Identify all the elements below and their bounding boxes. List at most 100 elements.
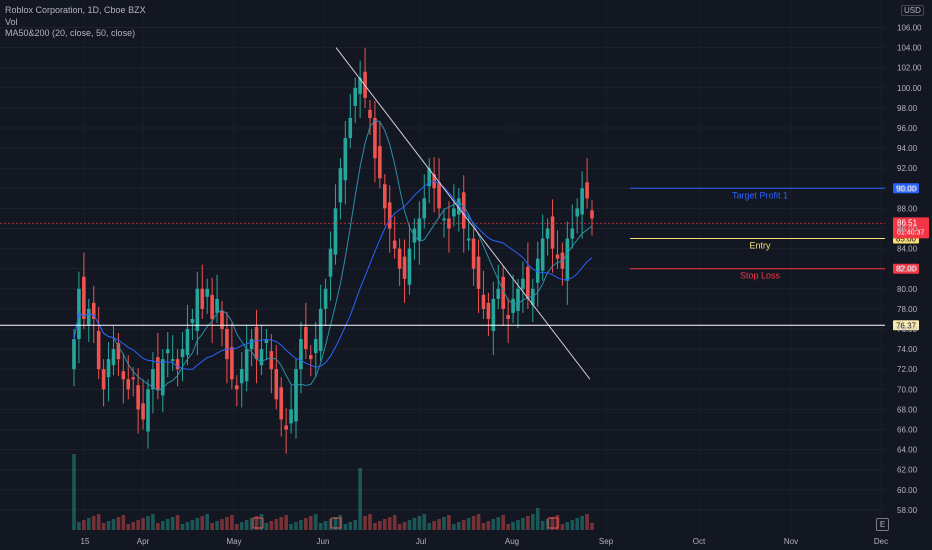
moving-averages xyxy=(73,119,593,392)
symbol-title: Roblox Corporation, 1D, Cboe BZX xyxy=(5,5,146,15)
candle-body xyxy=(106,359,111,378)
volume-bar xyxy=(200,516,205,530)
volume-bar xyxy=(432,521,436,530)
candle-body xyxy=(239,369,244,384)
candle-body xyxy=(348,117,353,139)
volume-bar xyxy=(521,518,525,530)
volume-bar xyxy=(387,517,392,530)
volume-bar xyxy=(77,522,81,530)
events-icon[interactable]: E xyxy=(876,518,889,531)
volume-bar xyxy=(442,517,446,530)
ma-indicator-label: MA50&200 (20, close, 50, close) xyxy=(5,28,136,38)
volume-bar xyxy=(526,516,530,530)
volume-bar xyxy=(151,514,155,530)
candle-body xyxy=(491,298,496,332)
volume-bar xyxy=(447,515,451,530)
earnings-marker xyxy=(547,517,559,529)
earnings-marker xyxy=(330,517,342,529)
grid xyxy=(0,27,885,511)
y-tick-label: 104.00 xyxy=(897,44,922,53)
x-tick-label: Nov xyxy=(784,537,798,546)
volume-bar xyxy=(289,524,293,530)
x-tick-label: May xyxy=(226,537,241,546)
candle-body xyxy=(180,349,185,358)
candle-body xyxy=(353,87,357,106)
y-tick-label: 88.00 xyxy=(897,204,918,213)
volume-bar xyxy=(422,514,427,530)
volume-bar xyxy=(540,521,545,530)
x-tick-label: 15 xyxy=(81,537,90,546)
volume-bar xyxy=(146,516,150,530)
candle-body xyxy=(501,276,505,309)
y-tick-label: 76.00 xyxy=(897,325,918,334)
candle-body xyxy=(279,387,283,420)
y-tick-label: 98.00 xyxy=(897,104,918,113)
volume-bar xyxy=(294,522,298,530)
volume-bar xyxy=(96,514,101,530)
candle-body xyxy=(358,77,362,94)
y-tick-label: 106.00 xyxy=(897,24,922,33)
volume-bar xyxy=(353,520,357,530)
volume-bar xyxy=(486,521,491,530)
candle-body xyxy=(220,310,224,329)
x-tick-label: Jul xyxy=(416,537,426,546)
y-tick-label: 66.00 xyxy=(897,426,918,435)
candle-body xyxy=(397,248,402,269)
level-badge xyxy=(893,183,919,194)
level-label: Target Profit 1 xyxy=(732,190,788,200)
volume-bar xyxy=(156,523,160,530)
candle-body xyxy=(392,240,397,249)
volume-bar xyxy=(461,520,466,530)
y-tick-label: 64.00 xyxy=(897,446,918,455)
currency-badge[interactable]: USD xyxy=(901,5,924,16)
time-axis: 15 Apr May Jun Jul Aug Sep Oct Nov Dec xyxy=(81,537,889,546)
candle-body xyxy=(225,329,229,360)
candle-body xyxy=(471,238,476,269)
candle-body xyxy=(244,349,249,382)
volume-bar xyxy=(313,514,318,530)
volume-bar xyxy=(299,520,303,530)
volume-bar xyxy=(535,508,540,530)
candle-body xyxy=(368,109,372,118)
volume-bar xyxy=(274,519,279,530)
volume-bar xyxy=(373,523,377,530)
volume-bar xyxy=(215,521,219,530)
volume-bar xyxy=(590,523,594,530)
candle-body xyxy=(126,379,131,390)
x-tick-label: Apr xyxy=(137,537,150,546)
volume-bar xyxy=(175,515,180,530)
candle-body xyxy=(151,369,155,390)
candle-body xyxy=(575,208,579,217)
volume-bar xyxy=(481,523,486,530)
candle-body xyxy=(452,208,456,217)
volume-bar xyxy=(531,514,535,530)
volume-bar xyxy=(318,523,323,530)
price-axis: 58.00 60.00 62.00 64.00 66.00 68.00 70.00 72.00… xyxy=(897,24,922,515)
candle-body xyxy=(259,349,264,366)
candle-body xyxy=(407,248,412,285)
candle-body xyxy=(116,343,121,360)
volume-bar xyxy=(402,522,407,530)
volume-bar xyxy=(511,522,515,530)
candle-body xyxy=(585,182,589,199)
candle-body xyxy=(230,347,234,380)
volume-bar xyxy=(111,519,116,530)
candle-body xyxy=(264,339,269,344)
candle-body xyxy=(269,351,274,370)
candle-body xyxy=(378,146,382,179)
candle-body xyxy=(461,192,466,229)
candle-body xyxy=(442,218,446,221)
y-tick-label: 100.00 xyxy=(897,84,922,93)
volume-bar xyxy=(205,514,209,530)
volume-bar xyxy=(333,517,338,530)
candle-body xyxy=(82,276,86,319)
volume-bar xyxy=(304,518,308,530)
candle-body xyxy=(96,331,101,370)
volume-bar xyxy=(141,518,145,530)
volume-bar xyxy=(279,517,283,530)
volume-bar xyxy=(116,517,121,530)
current-price-badge xyxy=(893,217,929,239)
ma-slow-line xyxy=(73,180,593,370)
volume-bar xyxy=(491,519,496,530)
